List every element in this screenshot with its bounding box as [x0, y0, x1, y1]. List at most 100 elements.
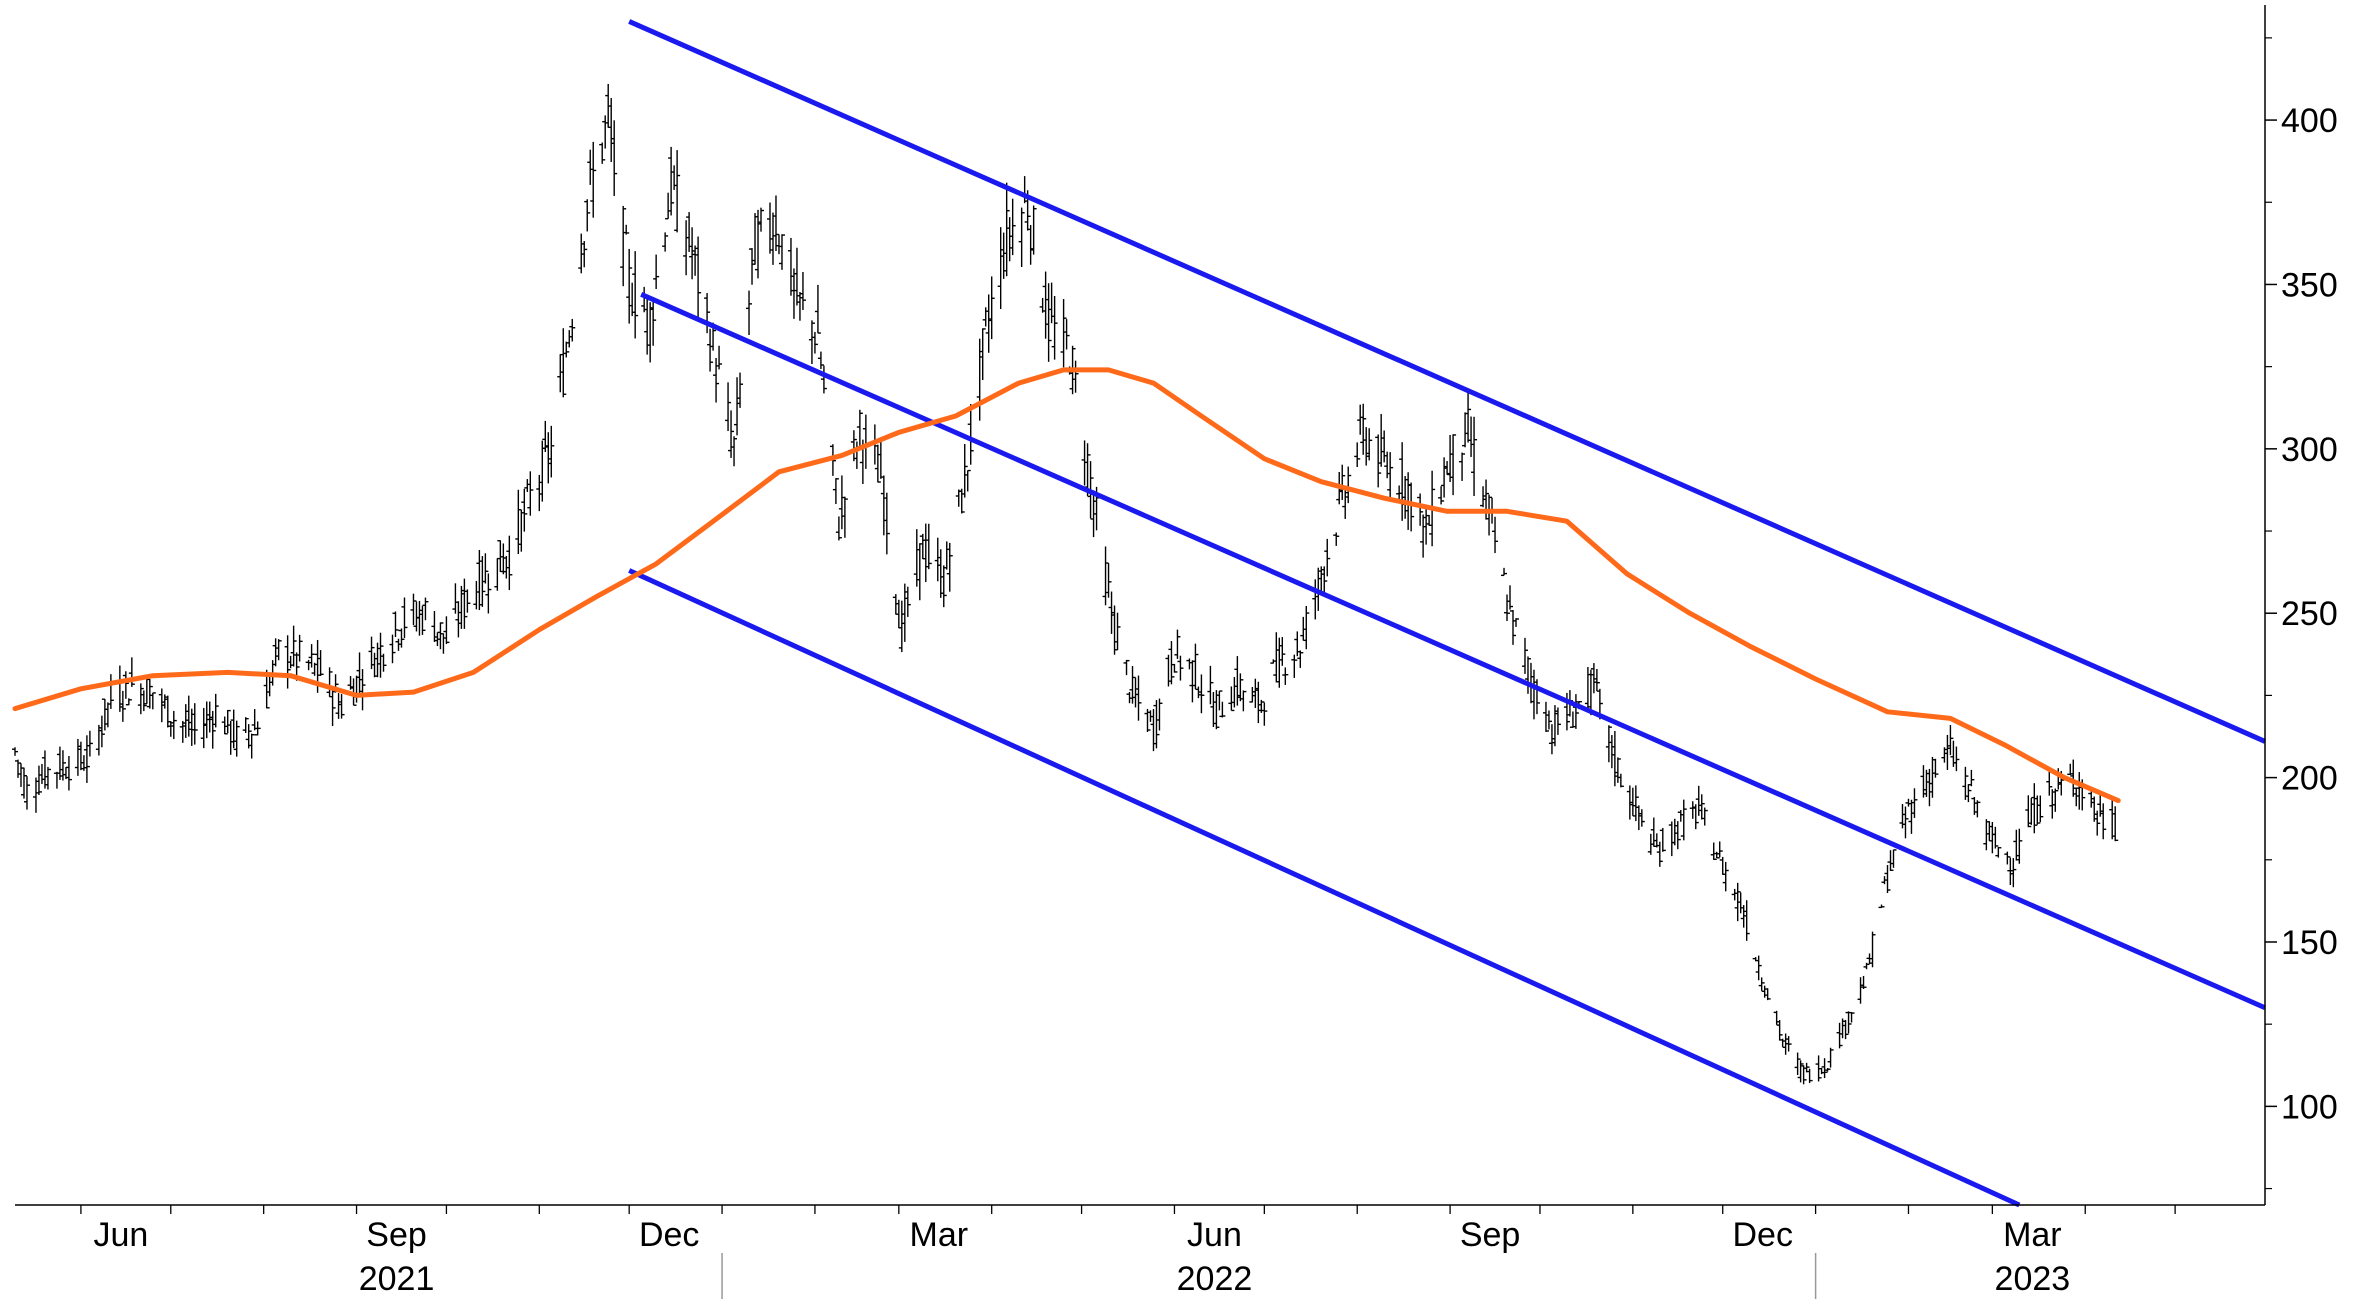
price-bar — [1887, 850, 1894, 871]
price-bar — [1659, 827, 1666, 852]
price-bar — [464, 589, 471, 613]
price-bar — [1974, 800, 1981, 818]
price-bar — [1003, 182, 1010, 277]
price-bar — [1471, 416, 1478, 497]
price-bar — [1911, 788, 1918, 818]
price-bar — [1776, 1020, 1783, 1041]
price-bar — [35, 765, 42, 796]
price-bar — [1845, 1011, 1852, 1034]
price-bar — [59, 750, 66, 781]
price-bar — [191, 703, 198, 745]
price-bar — [1213, 690, 1220, 730]
price-bar — [620, 205, 627, 287]
price-bar — [275, 639, 282, 661]
price-bar — [1614, 757, 1621, 783]
price-bar — [1438, 486, 1445, 505]
price-bar — [1953, 746, 1960, 772]
price-bar — [1240, 690, 1247, 712]
trend-channel-lower-line — [628, 568, 2021, 1208]
price-bar — [967, 404, 974, 465]
price-bar — [1632, 785, 1639, 822]
price-bar — [850, 430, 857, 462]
price-bar — [1995, 847, 2002, 858]
price-bar — [149, 692, 156, 710]
price-bar — [632, 251, 639, 339]
price-bar — [2025, 795, 2032, 828]
price-bar — [874, 444, 881, 483]
price-bar — [662, 232, 669, 252]
price-bar — [1848, 1011, 1855, 1023]
price-bar — [1324, 538, 1331, 577]
price-bar — [212, 693, 219, 728]
price-bar — [1366, 428, 1373, 461]
price-bar — [1947, 725, 1954, 756]
price-bar — [443, 616, 450, 645]
price-bar — [746, 290, 753, 336]
price-bar — [548, 425, 555, 478]
price-bar — [485, 573, 492, 614]
price-bar — [65, 755, 72, 791]
price-bar — [20, 767, 27, 799]
price-bar — [1360, 403, 1367, 455]
price-bar — [515, 489, 522, 555]
price-bar — [1333, 532, 1340, 546]
price-bar — [506, 535, 513, 591]
price-bar — [1207, 665, 1214, 705]
price-bar — [1486, 494, 1493, 536]
trend-channel-upper-line — [628, 19, 2267, 744]
x-tick-label: Sep — [1460, 1216, 1521, 1254]
year-label: 2021 — [359, 1260, 435, 1298]
price-bar — [1842, 1019, 1849, 1040]
price-bar — [245, 724, 252, 749]
price-bar — [1656, 841, 1663, 867]
price-bar — [841, 496, 848, 538]
price-bar — [221, 716, 228, 735]
price-bar — [961, 444, 968, 498]
price-bar — [1821, 1058, 1828, 1079]
price-bar — [1521, 637, 1528, 674]
x-tick-label: Mar — [910, 1216, 969, 1254]
price-bar — [1968, 769, 1975, 787]
price-bar — [1797, 1060, 1804, 1083]
price-bar — [832, 478, 839, 504]
price-bar — [2004, 851, 2011, 865]
price-bar — [1072, 360, 1079, 393]
price-bar — [758, 207, 765, 232]
price-bar — [1869, 931, 1876, 968]
price-bar — [1174, 629, 1181, 659]
price-bar — [1177, 655, 1184, 681]
price-bar — [527, 471, 534, 516]
price-bars-layer — [12, 83, 2119, 1085]
price-bar — [326, 667, 333, 697]
price-bar — [389, 634, 396, 664]
price-bar — [584, 199, 591, 232]
price-bar — [1465, 389, 1472, 443]
price-bar — [482, 553, 489, 584]
year-label: 2023 — [1995, 1260, 2071, 1298]
price-bar — [581, 241, 588, 268]
x-tick-label: Jun — [1187, 1216, 1242, 1254]
price-bar — [560, 328, 567, 398]
price-bar — [125, 698, 132, 706]
price-bar — [1354, 442, 1361, 468]
price-bar — [569, 318, 576, 342]
price-bar — [1261, 702, 1268, 726]
price-bar — [86, 730, 93, 757]
price-bar — [563, 341, 570, 358]
x-tick-label: Jun — [93, 1216, 148, 1254]
price-bar — [1701, 807, 1708, 826]
price-bar — [146, 679, 153, 709]
price-bar — [1504, 594, 1511, 622]
price-bar — [44, 766, 51, 790]
price-bar — [83, 735, 90, 783]
price-bar — [1018, 207, 1025, 268]
price-bar — [1533, 679, 1540, 715]
price-bar — [653, 254, 660, 289]
price-bar — [925, 523, 932, 570]
price-bar — [1375, 434, 1382, 488]
price-bar — [461, 578, 468, 629]
price-bar — [1030, 205, 1037, 255]
y-tick-label: 250 — [2281, 595, 2338, 633]
price-bar — [137, 683, 144, 715]
